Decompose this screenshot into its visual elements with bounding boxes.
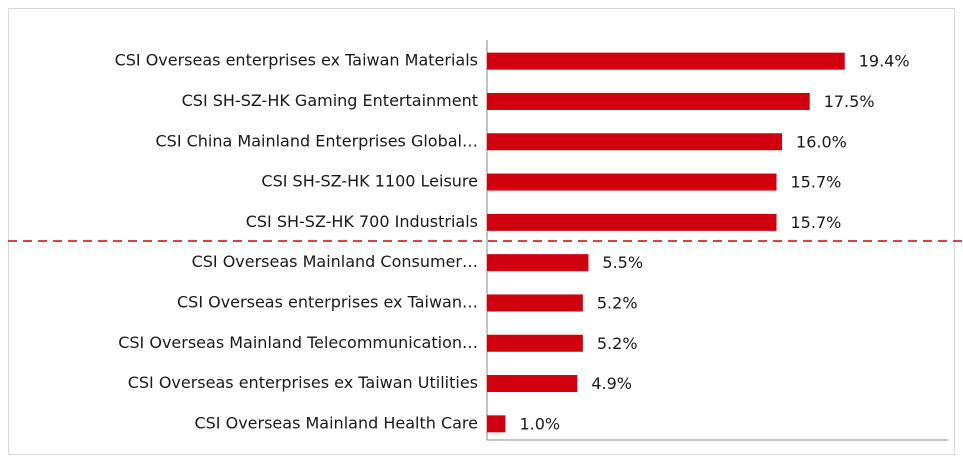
category-label: CSI SH-SZ-HK Gaming Entertainment — [182, 91, 478, 110]
bar — [487, 334, 583, 352]
category-label: CSI Overseas Mainland Health Care — [194, 413, 478, 432]
bar — [487, 415, 506, 433]
data-label: 19.4% — [859, 52, 910, 71]
data-label: 5.2% — [597, 293, 638, 312]
data-label: 15.7% — [791, 173, 842, 192]
category-label: CSI Overseas enterprises ex Taiwan Mater… — [115, 51, 478, 70]
bar — [487, 213, 777, 231]
category-label: CSI Overseas enterprises ex Taiwan… — [177, 292, 478, 311]
data-label: 5.2% — [597, 334, 638, 353]
bar — [487, 254, 589, 272]
bar — [487, 92, 810, 110]
bar — [487, 294, 583, 312]
data-label: 17.5% — [824, 92, 875, 111]
category-label: CSI SH-SZ-HK 700 Industrials — [246, 212, 478, 231]
bar — [487, 173, 777, 191]
category-label: CSI SH-SZ-HK 1100 Leisure — [261, 172, 478, 191]
category-label: CSI Overseas Mainland Telecommunication… — [118, 333, 478, 352]
bar — [487, 133, 783, 151]
bar — [487, 52, 845, 70]
category-label: CSI Overseas enterprises ex Taiwan Utili… — [128, 373, 478, 392]
data-label: 15.7% — [791, 213, 842, 232]
chart-frame — [8, 8, 955, 455]
data-label: 4.9% — [591, 374, 632, 393]
data-label: 1.0% — [519, 414, 560, 433]
bar — [487, 375, 578, 393]
data-label: 5.5% — [602, 253, 643, 272]
category-label: CSI Overseas Mainland Consumer… — [192, 252, 478, 271]
data-label: 16.0% — [796, 132, 847, 151]
category-label: CSI China Mainland Enterprises Global… — [155, 131, 478, 150]
